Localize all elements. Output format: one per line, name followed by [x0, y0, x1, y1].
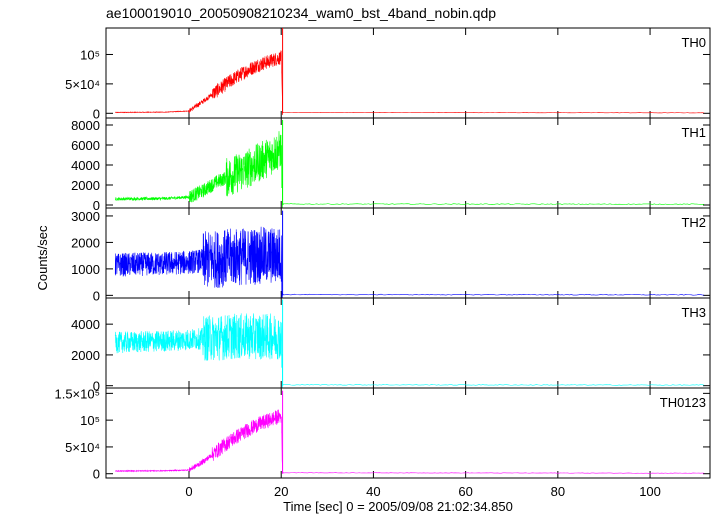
y-tick-label: 1000 — [71, 262, 100, 277]
y-tick-label: 6000 — [71, 138, 100, 153]
y-tick-label: 5×10⁴ — [65, 440, 100, 455]
x-tick-label: 0 — [185, 484, 192, 499]
panel-th0: 0 5×10⁴ 10⁵ TH0 — [65, 27, 711, 121]
y-tick-label: 3000 — [71, 209, 100, 224]
chart-title: ae100019010_20050908210234_wam0_bst_4ban… — [106, 5, 496, 21]
series-th1 — [114, 131, 705, 209]
y-tick-label: 8000 — [71, 118, 100, 133]
x-tick-label: 60 — [458, 484, 472, 499]
x-tick-label: 40 — [366, 484, 380, 499]
series-th0123 — [115, 409, 705, 474]
y-tick-label: 4000 — [71, 317, 100, 332]
panel-th0123: 0 5×10⁴ 10⁵ 1.5×10⁵ TH0123 — [54, 386, 711, 482]
x-tick-label: 80 — [551, 484, 565, 499]
x-axis-label: Time [sec] 0 = 2005/09/08 21:02:34.850 — [283, 499, 513, 514]
panel-frame — [105, 387, 711, 479]
y-tick-label: 0 — [93, 106, 100, 121]
series-th3 — [114, 313, 705, 389]
y-tick-label: 10⁵ — [80, 413, 100, 428]
y-tick-label: 2000 — [71, 235, 100, 250]
y-tick-label: 2000 — [71, 348, 100, 363]
x-tick-label: 100 — [639, 484, 661, 499]
y-tick-label: 0 — [93, 288, 100, 303]
y-tick-label: 10⁵ — [80, 47, 100, 62]
series-th2 — [114, 226, 705, 299]
series-th0 — [114, 50, 705, 116]
panel-label-th3: TH3 — [681, 305, 706, 320]
panel-label-th2: TH2 — [681, 215, 706, 230]
panel-th3: 0 2000 4000 TH3 — [71, 297, 711, 394]
y-tick-label: 5×10⁴ — [65, 77, 100, 92]
y-tick-label: 2000 — [71, 178, 100, 193]
y-axis-label: Counts/sec — [35, 225, 50, 291]
panel-th1: 0 2000 4000 6000 8000 TH1 — [71, 117, 711, 213]
y-tick-label: 0 — [93, 467, 100, 482]
y-tick-label: 4000 — [71, 158, 100, 173]
y-tick-label: 0 — [93, 379, 100, 394]
panel-label-th1: TH1 — [681, 125, 706, 140]
panel-label-th0: TH0 — [681, 35, 706, 50]
y-tick-label: 0 — [93, 198, 100, 213]
panel-th2: 0 1000 2000 3000 TH2 — [71, 207, 711, 303]
x-tick-label: 20 — [274, 484, 288, 499]
panel-label-th0123: TH0123 — [660, 395, 706, 410]
y-tick-label: 1.5×10⁵ — [54, 386, 100, 401]
